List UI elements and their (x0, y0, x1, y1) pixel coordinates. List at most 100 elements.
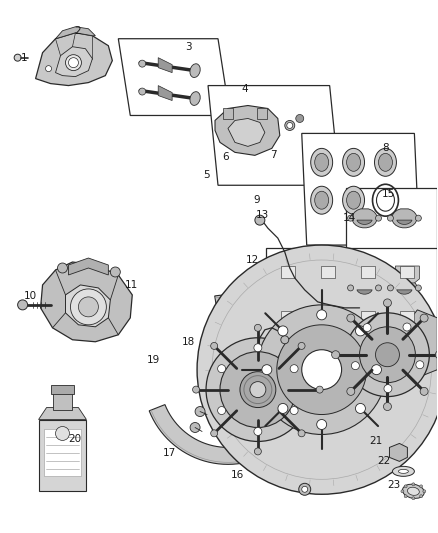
Polygon shape (35, 33, 112, 86)
Circle shape (403, 323, 411, 331)
Polygon shape (68, 258, 108, 275)
Text: 5: 5 (203, 170, 209, 180)
Bar (43, 430, 81, 477)
Ellipse shape (374, 148, 396, 176)
Circle shape (375, 215, 381, 221)
Circle shape (415, 285, 421, 291)
Text: 12: 12 (246, 255, 260, 265)
Text: 23: 23 (387, 480, 400, 490)
Text: 14: 14 (343, 213, 356, 223)
Circle shape (347, 387, 355, 395)
Circle shape (384, 299, 392, 307)
Text: 18: 18 (181, 337, 195, 347)
Polygon shape (56, 27, 95, 39)
Circle shape (218, 407, 226, 415)
Polygon shape (321, 311, 335, 323)
Circle shape (287, 123, 293, 128)
Polygon shape (266, 248, 437, 350)
Circle shape (139, 60, 146, 67)
Circle shape (401, 490, 404, 493)
Ellipse shape (346, 154, 360, 171)
Circle shape (296, 115, 304, 123)
Circle shape (384, 402, 392, 410)
Text: 4: 4 (242, 84, 248, 94)
Circle shape (211, 342, 218, 350)
Circle shape (420, 314, 428, 322)
Polygon shape (39, 408, 86, 419)
Circle shape (193, 386, 200, 393)
Text: 21: 21 (369, 437, 382, 447)
Circle shape (278, 403, 288, 414)
Text: 2: 2 (74, 26, 81, 36)
Circle shape (254, 448, 261, 455)
Circle shape (348, 215, 353, 221)
Ellipse shape (314, 191, 328, 209)
Polygon shape (158, 86, 172, 101)
Text: 1: 1 (21, 53, 28, 63)
Circle shape (346, 313, 429, 397)
Polygon shape (316, 311, 339, 328)
Circle shape (412, 497, 415, 500)
Text: 19: 19 (147, 354, 160, 365)
Circle shape (110, 267, 120, 277)
Circle shape (254, 324, 261, 332)
Circle shape (254, 427, 262, 435)
Circle shape (290, 407, 298, 415)
Circle shape (316, 386, 323, 393)
Text: 8: 8 (382, 143, 389, 154)
Ellipse shape (392, 466, 414, 477)
Ellipse shape (190, 92, 200, 106)
Text: 7: 7 (271, 150, 277, 160)
Circle shape (412, 483, 415, 486)
Polygon shape (357, 290, 372, 294)
Text: 11: 11 (125, 280, 138, 290)
Ellipse shape (399, 470, 408, 473)
Polygon shape (316, 266, 339, 283)
Circle shape (66, 55, 81, 71)
Polygon shape (352, 279, 377, 297)
Ellipse shape (403, 484, 424, 498)
Text: 22: 22 (377, 456, 390, 466)
Text: 15: 15 (382, 189, 395, 199)
Polygon shape (396, 311, 419, 328)
Polygon shape (407, 310, 437, 378)
Ellipse shape (343, 186, 364, 214)
Text: 6: 6 (223, 152, 229, 163)
Circle shape (56, 426, 70, 440)
Circle shape (416, 361, 424, 369)
Circle shape (420, 387, 428, 395)
Polygon shape (357, 220, 372, 224)
Polygon shape (276, 311, 300, 328)
Circle shape (190, 423, 200, 432)
Circle shape (285, 120, 295, 131)
Circle shape (317, 419, 327, 430)
Circle shape (206, 338, 310, 441)
Circle shape (254, 344, 262, 352)
Circle shape (423, 490, 426, 493)
Polygon shape (257, 108, 267, 119)
Polygon shape (66, 285, 110, 327)
Text: 9: 9 (254, 195, 260, 205)
Polygon shape (392, 209, 417, 228)
Circle shape (420, 485, 423, 488)
Polygon shape (356, 266, 379, 283)
Circle shape (332, 351, 339, 359)
Polygon shape (360, 266, 374, 278)
Circle shape (195, 407, 205, 416)
Text: 10: 10 (24, 291, 37, 301)
Polygon shape (400, 311, 414, 323)
Polygon shape (228, 118, 265, 147)
Polygon shape (396, 266, 419, 283)
Circle shape (375, 285, 381, 291)
Circle shape (299, 483, 311, 495)
Circle shape (298, 430, 305, 437)
Circle shape (18, 300, 28, 310)
Text: 3: 3 (185, 42, 191, 52)
Circle shape (71, 289, 106, 325)
Circle shape (404, 485, 407, 488)
Polygon shape (352, 209, 377, 228)
Circle shape (384, 385, 392, 393)
Circle shape (68, 58, 78, 68)
Circle shape (375, 343, 399, 367)
Ellipse shape (407, 487, 419, 495)
